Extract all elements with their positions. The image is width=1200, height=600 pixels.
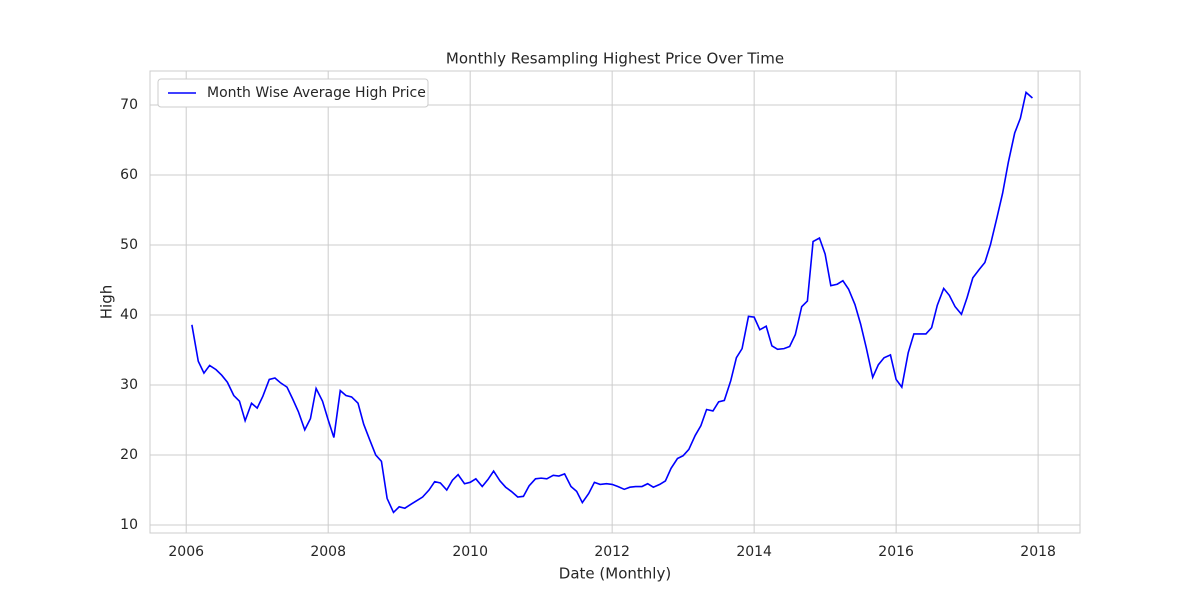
y-axis-label: High: [98, 285, 116, 319]
legend-label: Month Wise Average High Price: [207, 85, 426, 101]
plot-frame: [149, 70, 1081, 534]
x-tick-label: 2014: [736, 544, 772, 560]
y-tick-label: 30: [120, 377, 138, 393]
data-line: [191, 90, 1033, 514]
x-tick-label: 2016: [878, 544, 914, 560]
chart-title: Monthly Resampling Highest Price Over Ti…: [446, 50, 784, 68]
y-tick-label: 60: [120, 167, 138, 183]
y-tick-label: 20: [120, 447, 138, 463]
y-tick-label: 50: [120, 237, 138, 253]
legend-box: [157, 78, 429, 108]
y-tick-label: 40: [120, 307, 138, 323]
y-tick-label: 10: [120, 517, 138, 533]
x-tick-label: 2010: [452, 544, 488, 560]
x-tick-label: 2006: [168, 544, 204, 560]
x-tick-label: 2018: [1020, 544, 1056, 560]
x-tick-label: 2008: [310, 544, 346, 560]
x-tick-label: 2012: [594, 544, 630, 560]
x-axis-label: Date (Monthly): [559, 565, 671, 583]
y-tick-label: 70: [120, 97, 138, 113]
